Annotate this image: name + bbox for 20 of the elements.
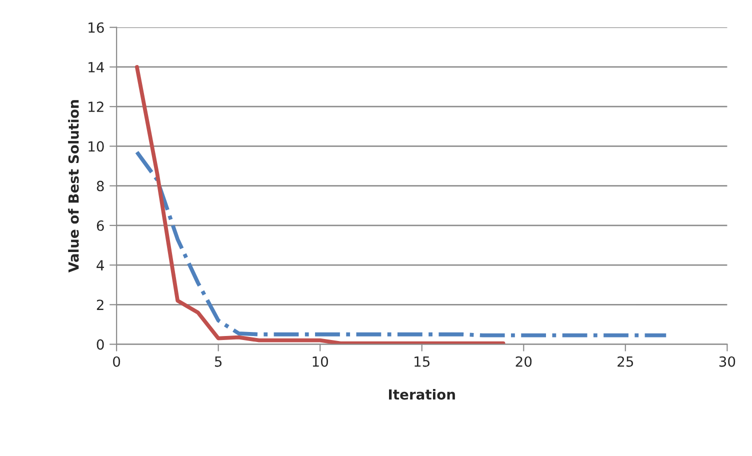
y-tick-label: 4 (96, 260, 104, 270)
x-tick-label: 0 (113, 356, 120, 367)
y-tick-label: 14 (88, 62, 104, 72)
x-tick-label: 10 (312, 356, 328, 367)
y-tick-label: 10 (88, 141, 104, 152)
x-tick-label: 15 (414, 356, 430, 367)
line-series (134, 65, 506, 344)
y-axis-title: Value of Best Solution (68, 100, 79, 272)
y-tick-label: 16 (88, 22, 104, 33)
x-tick-label: 25 (618, 356, 634, 367)
x-tick-label: 5 (214, 356, 222, 367)
y-tick-label: 12 (88, 102, 104, 112)
y-tick-label: 0 (96, 339, 104, 350)
x-axis-title: Iteration (389, 388, 455, 400)
y-tick-label: 8 (96, 180, 104, 192)
y-tick-label: 2 (96, 300, 104, 310)
x-tick-label: 30 (719, 356, 736, 367)
x-tick-label: 20 (516, 356, 532, 367)
line-series (134, 150, 668, 338)
y-tick-label: 6 (96, 220, 104, 231)
